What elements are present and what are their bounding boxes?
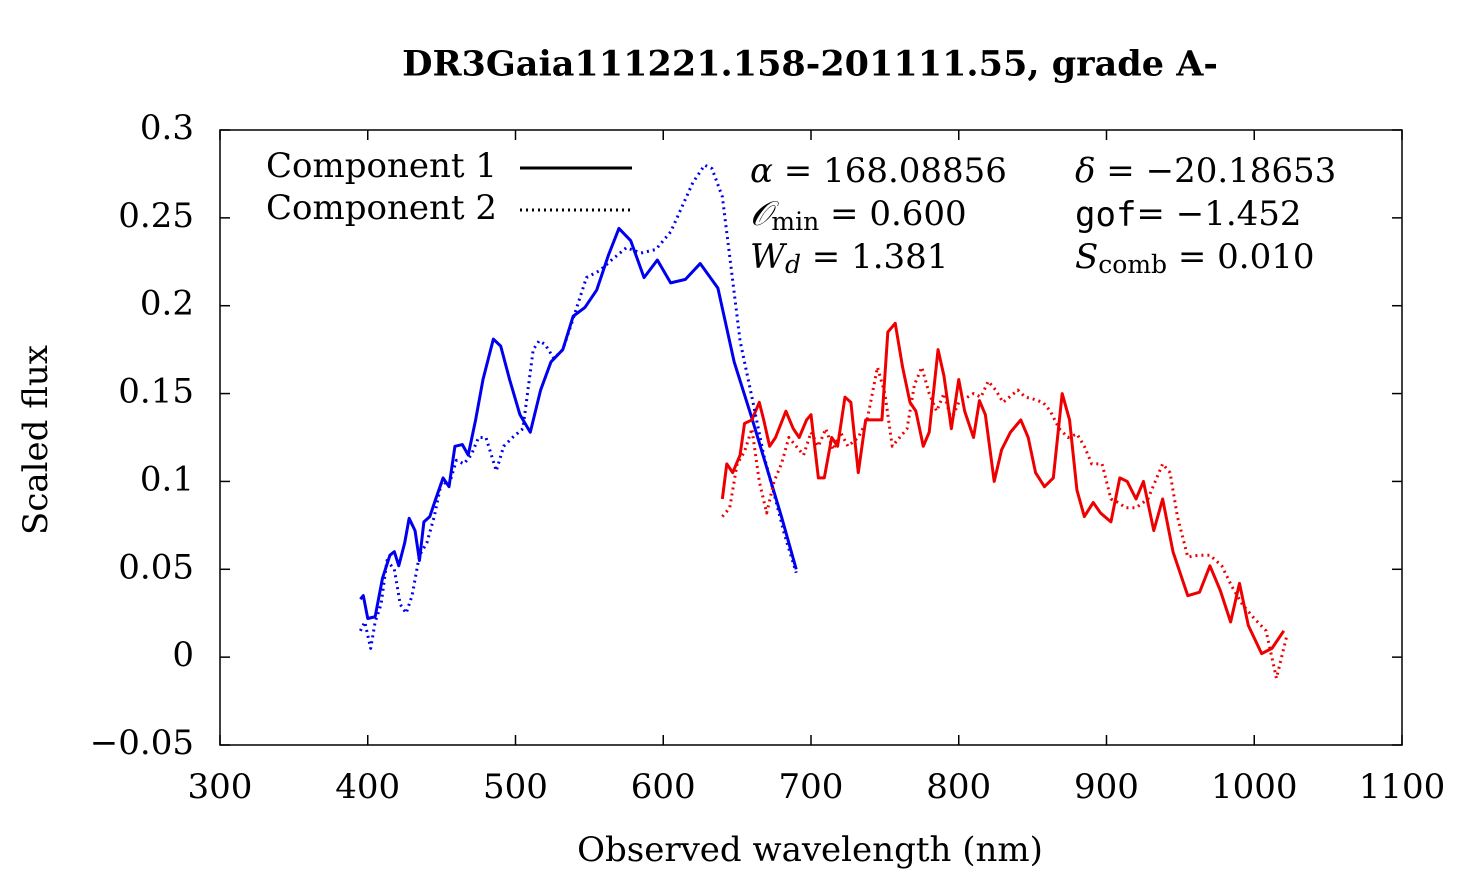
data-line	[721, 365, 1289, 680]
annotation-part: α	[750, 151, 773, 191]
annotation-part: S	[1075, 237, 1098, 277]
annotation-part: gof	[1075, 195, 1136, 235]
y-tick-label: 0.3	[140, 108, 194, 148]
x-tick-label: 600	[631, 767, 696, 807]
annotation: α = 168.08856	[750, 151, 1007, 191]
data-line	[359, 226, 798, 620]
annotation-part: W	[750, 237, 788, 277]
x-axis-label: Observed wavelength (nm)	[577, 830, 1043, 870]
y-tick-label: 0.05	[118, 547, 194, 587]
x-tick-label: 300	[188, 767, 253, 807]
annotation-part: = 0.600	[819, 194, 966, 234]
annotation-part: = 1.381	[801, 237, 948, 277]
x-tick-label: 1000	[1211, 767, 1298, 807]
legend-label: Component 2	[266, 188, 497, 228]
annotation-part: = 168.08856	[773, 151, 1007, 191]
annotation: δ = −20.18653	[1075, 151, 1336, 191]
x-tick-label: 500	[483, 767, 548, 807]
x-tick-label: 900	[1074, 767, 1139, 807]
y-tick-label: 0	[172, 635, 194, 675]
annotation: Wd = 1.381	[750, 237, 948, 279]
annotation-part: = 0.010	[1167, 237, 1314, 277]
y-tick-label: 0.2	[140, 284, 194, 324]
x-tick-label: 1100	[1359, 767, 1446, 807]
x-tick-label: 400	[335, 767, 400, 807]
annotation-part: comb	[1098, 250, 1167, 279]
annotation: 𝒪min = 0.600	[750, 194, 967, 236]
legend-label: Component 1	[266, 146, 497, 186]
data-line	[720, 321, 1286, 656]
y-tick-label: 0.15	[118, 372, 194, 412]
x-tick-label: 800	[926, 767, 991, 807]
annotation-part: d	[785, 250, 801, 279]
annotation-part: = −20.18653	[1095, 151, 1336, 191]
annotation: Scomb = 0.010	[1075, 237, 1315, 279]
annotation-part: = −1.452	[1136, 194, 1301, 234]
y-tick-label: 0.25	[118, 196, 194, 236]
annotation-part: δ	[1075, 151, 1095, 191]
annotation: gof= −1.452	[1075, 194, 1302, 235]
y-tick-label: 0.1	[140, 459, 194, 499]
y-tick-label: −0.05	[90, 723, 194, 763]
y-axis-label: Scaled flux	[16, 345, 56, 535]
data-line	[359, 163, 798, 650]
annotation-part: min	[771, 207, 819, 236]
chart-title: DR3Gaia111221.158-201111.55, grade A-	[402, 44, 1218, 85]
x-tick-label: 700	[779, 767, 844, 807]
